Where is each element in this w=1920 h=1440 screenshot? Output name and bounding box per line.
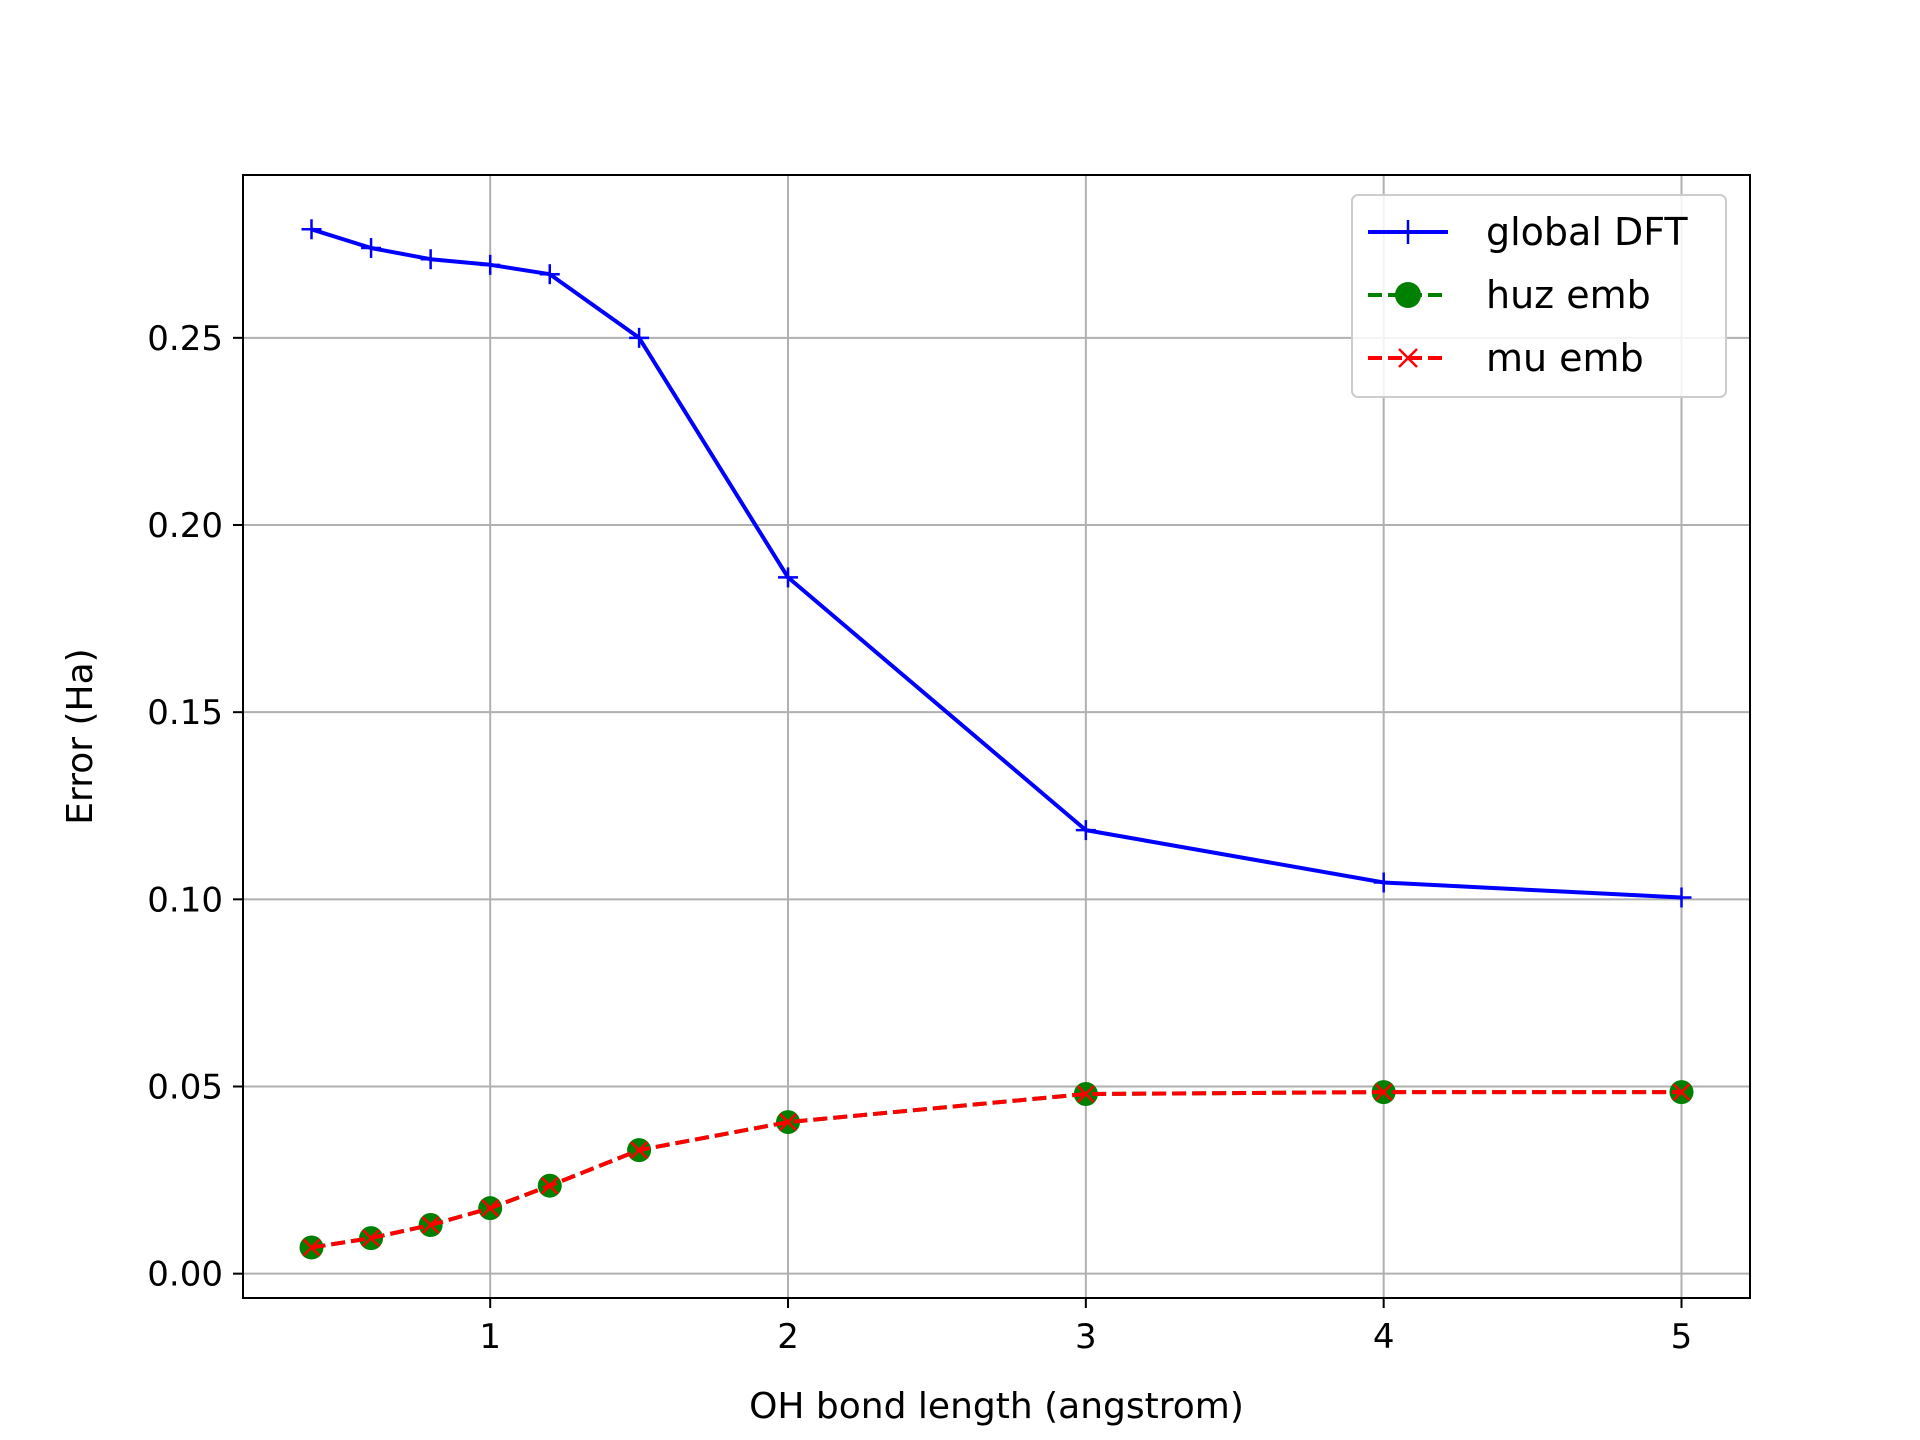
data-point	[302, 1238, 321, 1257]
series-mu-emb	[302, 1083, 1691, 1257]
data-point	[421, 1216, 440, 1234]
data-point	[301, 219, 322, 240]
legend-box	[1351, 194, 1727, 398]
legend-label: global DFT	[1486, 210, 1688, 254]
data-point	[778, 567, 799, 588]
legend-entry: huz emb	[1368, 273, 1651, 317]
series-global-dft	[301, 219, 1692, 908]
legend-marker	[1395, 282, 1421, 308]
data-point	[1076, 1085, 1095, 1103]
data-point	[1373, 872, 1394, 893]
y-tick-label: 0.15	[147, 693, 223, 733]
x-axis-label: OH bond length (angstrom)	[749, 1386, 1244, 1427]
data-point	[1374, 1083, 1393, 1102]
data-point	[361, 237, 382, 258]
series-line	[310, 227, 1682, 900]
plot-frame	[242, 174, 1751, 1299]
y-tick-label: 0.10	[147, 880, 223, 920]
data-point	[420, 249, 441, 270]
x-tick-label: 5	[1671, 1317, 1693, 1357]
series-line	[311, 1090, 1682, 1250]
data-point	[1672, 1083, 1691, 1102]
series-layer	[299, 219, 1694, 1260]
data-point	[362, 1229, 380, 1247]
y-tick-label: 0.25	[147, 319, 223, 359]
grid	[243, 175, 1750, 1298]
y-tick-label: 0.00	[147, 1255, 223, 1295]
y-axis-label: Error (Ha)	[60, 648, 101, 824]
legend-marker	[1396, 220, 1420, 244]
series-line	[311, 1090, 1682, 1250]
legend: global DFT huz emb mu emb	[1351, 194, 1727, 398]
data-point	[779, 1113, 797, 1131]
data-point	[539, 264, 560, 285]
axis-ticks: 1 2 3 4 5 0.00 0.05 0.10 0.15 0.20 0.25	[147, 319, 1692, 1357]
legend-label: mu emb	[1486, 336, 1644, 380]
x-tick-label: 1	[479, 1317, 501, 1357]
data-point	[481, 1199, 500, 1218]
data-point	[1075, 820, 1096, 841]
data-point	[540, 1176, 559, 1195]
series-huz-emb	[299, 1080, 1694, 1260]
legend-label: huz emb	[1486, 273, 1651, 317]
data-point	[480, 254, 501, 275]
x-tick-label: 2	[777, 1317, 799, 1357]
data-point	[1671, 887, 1692, 908]
y-tick-label: 0.20	[147, 506, 223, 546]
data-point	[630, 1141, 648, 1160]
data-point	[629, 327, 650, 348]
legend-entry: mu emb	[1368, 336, 1644, 380]
x-tick-label: 4	[1373, 1317, 1395, 1357]
legend-entry: global DFT	[1368, 210, 1688, 254]
legend-marker	[1398, 348, 1418, 368]
x-tick-label: 3	[1075, 1317, 1097, 1357]
y-tick-label: 0.05	[147, 1068, 223, 1108]
